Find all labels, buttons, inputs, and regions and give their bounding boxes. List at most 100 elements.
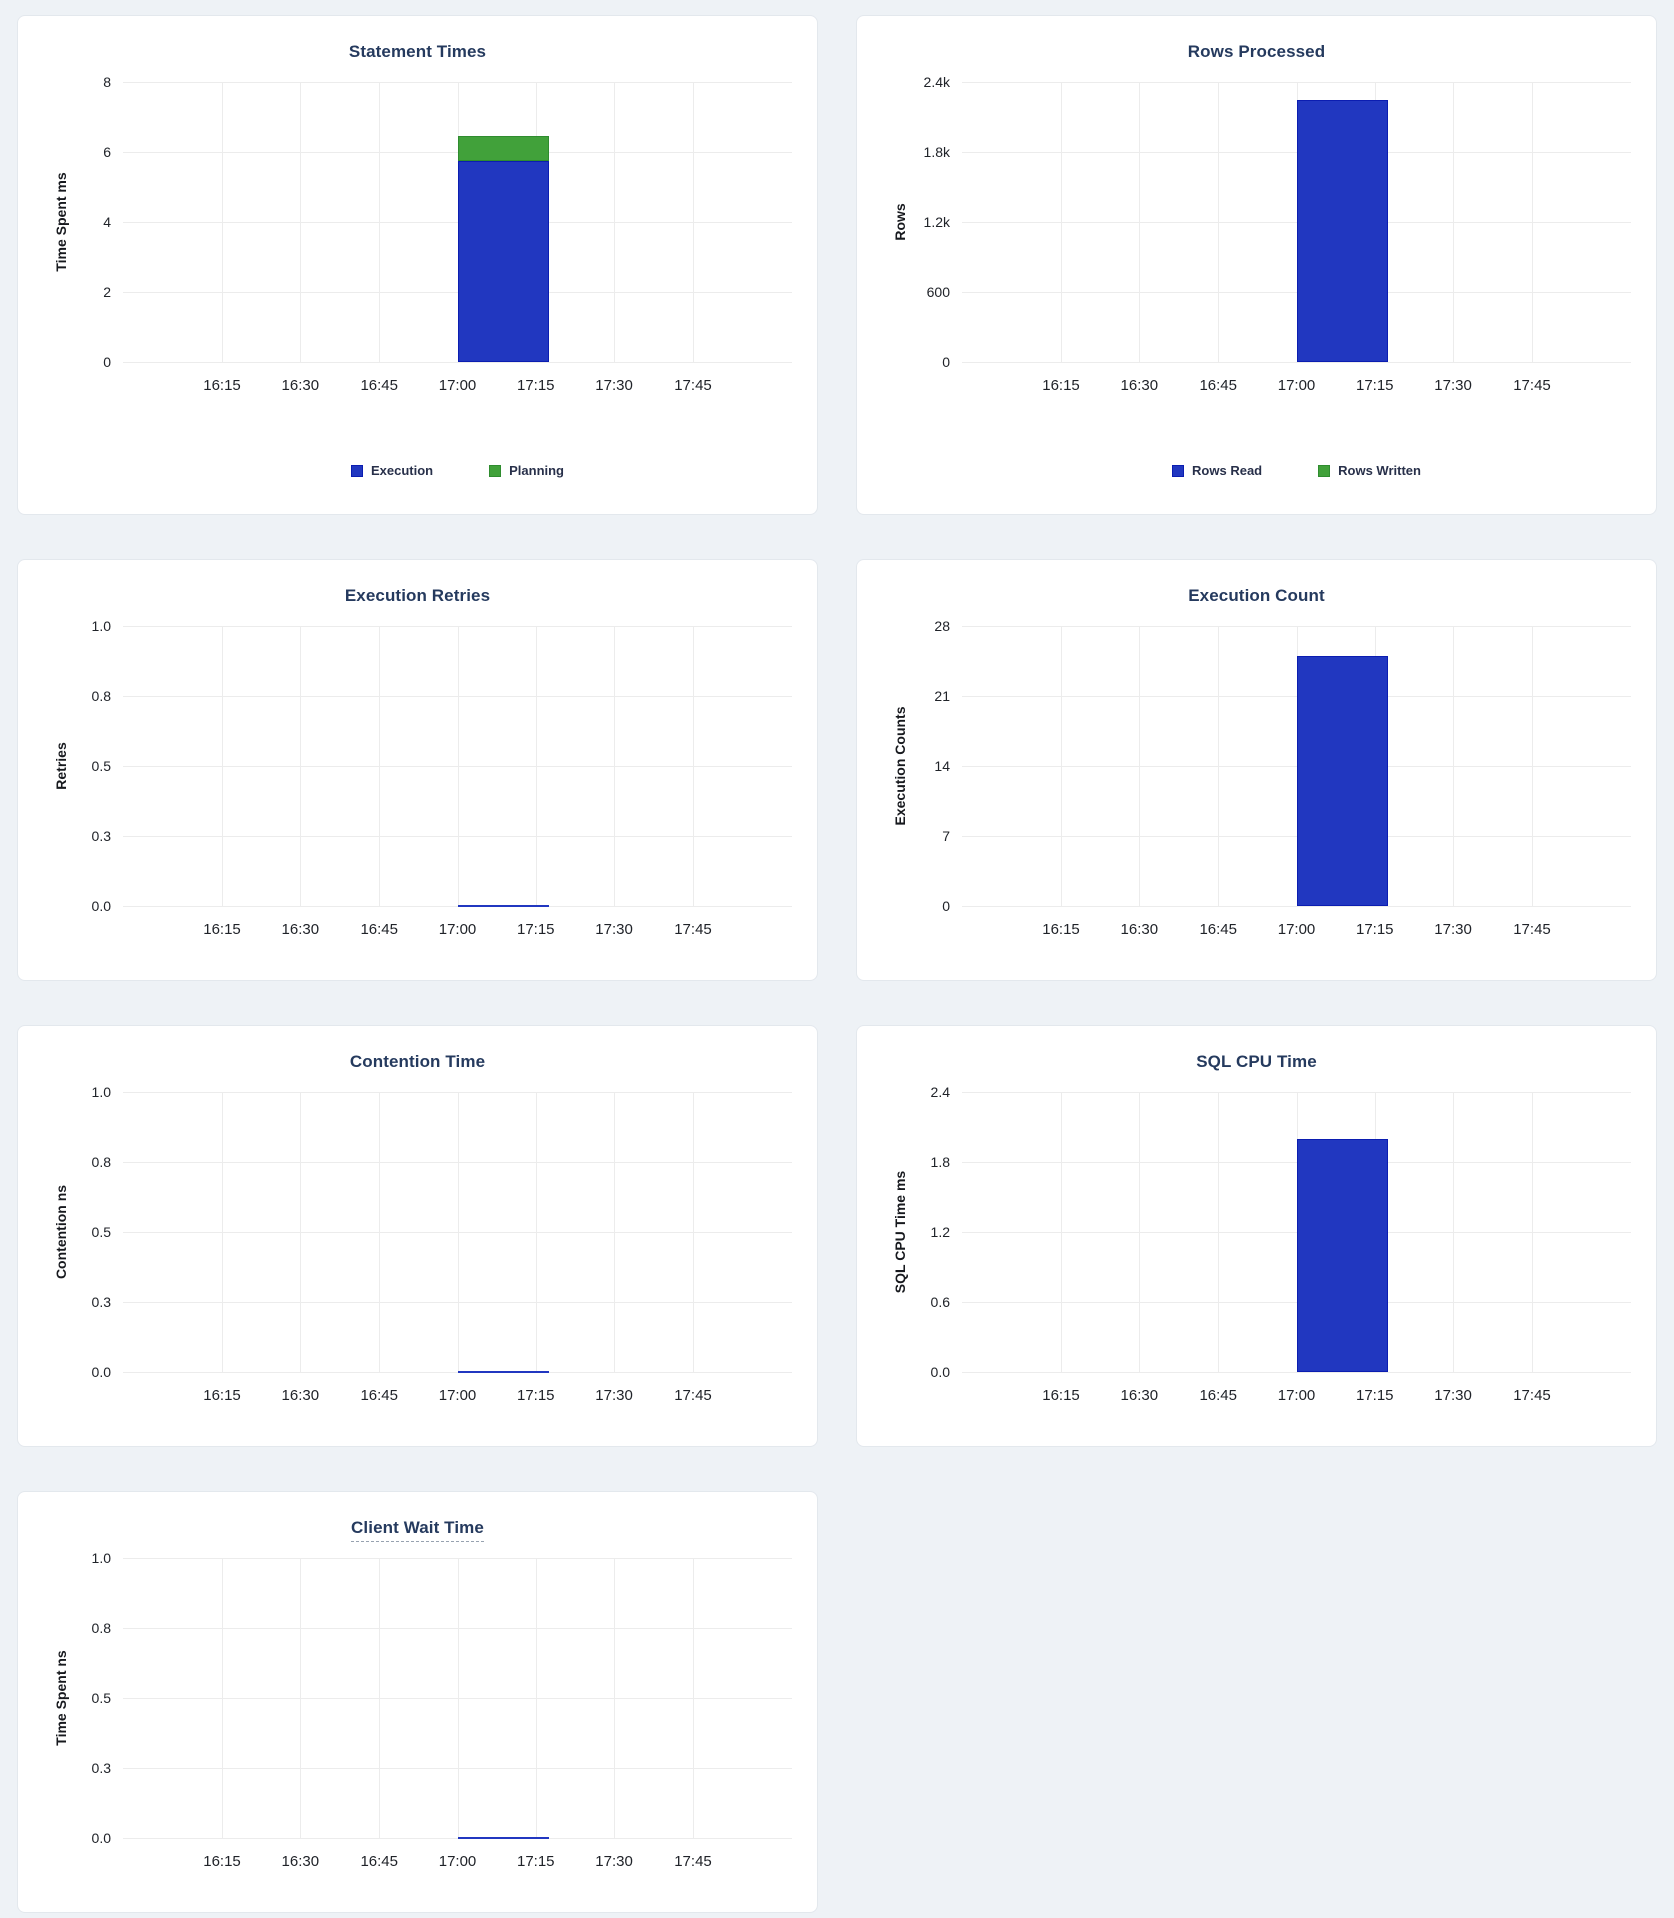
- gridline-vertical: [535, 1558, 537, 1838]
- gridline-vertical: [1061, 1092, 1062, 1372]
- y-axis-tick-label: 0.8: [91, 688, 111, 704]
- gridline-vertical: [1453, 1092, 1455, 1372]
- chart-card-client-wait-time: Client Wait Time Time Spent ns 1.0 0.8 0.5…: [17, 1491, 818, 1913]
- gridline-vertical: [1218, 82, 1220, 362]
- y-axis-tick-label: 0.6: [930, 1294, 950, 1310]
- zero-value-line-retries: [457, 905, 550, 907]
- y-axis-tick-label: 0.3: [91, 828, 111, 844]
- chart-title: Statement Times: [18, 42, 817, 62]
- x-axis-tick-label: 16:45: [360, 921, 398, 938]
- gridline-vertical: [1139, 1092, 1141, 1372]
- x-axis-tick-label: 17:00: [438, 377, 477, 394]
- x-axis-tick-label: 16:15: [203, 1853, 241, 1870]
- gridline-vertical: [300, 626, 302, 906]
- y-axis-tick-label: 7: [942, 828, 950, 844]
- legend-item-rows-read[interactable]: Rows Read: [1172, 463, 1262, 478]
- chart-card-contention-time: Contention Time Contention ns 1.0 0.8 0.5 0…: [17, 1025, 818, 1447]
- chart-card-execution-retries: Execution Retries Retries 1.0 0.8 0.5 0.3 0.…: [17, 559, 818, 981]
- x-axis-tick-label: 16:30: [281, 921, 320, 938]
- x-axis-tick-label: 17:30: [1434, 921, 1472, 938]
- x-axis-tick-label: 17:45: [674, 921, 712, 938]
- x-axis-tick-label: 17:30: [1434, 1387, 1472, 1404]
- chart-title: Rows Processed: [857, 42, 1656, 62]
- x-axis-tick-label: 16:45: [1199, 1387, 1237, 1404]
- x-axis-ticks: 16:15 16:30 16:45 17:00 17:15 17:30 17:45: [962, 1387, 1631, 1407]
- x-axis-tick-label: 16:45: [1199, 377, 1237, 394]
- x-axis-tick-label: 16:15: [203, 921, 241, 938]
- bar-segment-execution-count: [1296, 656, 1389, 906]
- x-axis-tick-label: 17:45: [674, 1853, 712, 1870]
- x-axis-tick-label: 16:45: [360, 1853, 398, 1870]
- gridline-vertical: [535, 1092, 537, 1372]
- plot-area: [123, 1092, 792, 1373]
- legend-item-planning[interactable]: Planning: [489, 463, 564, 478]
- y-axis-tick-label: 1.8k: [923, 144, 950, 160]
- gridline-vertical: [379, 1092, 381, 1372]
- y-axis-tick-label: 0: [942, 898, 950, 914]
- x-axis-tick-label: 17:30: [595, 921, 633, 938]
- y-axis-tick-label: 1.8: [930, 1154, 950, 1170]
- legend-swatch-icon: [1172, 464, 1185, 477]
- y-axis-tick-label: 600: [926, 284, 950, 300]
- gridline-vertical: [1531, 626, 1533, 906]
- x-axis-tick-label: 16:30: [1120, 921, 1159, 938]
- x-axis-tick-label: 17:00: [1277, 921, 1316, 938]
- plot-area: [123, 82, 792, 363]
- x-axis-tick-label: 17:30: [595, 1853, 633, 1870]
- x-axis-tick-label: 16:15: [203, 377, 241, 394]
- chart-title-text: Rows Processed: [1187, 42, 1326, 61]
- gridline-vertical: [535, 626, 537, 906]
- legend-label: Rows Read: [1192, 463, 1263, 478]
- y-axis-ticks: 2.4k 1.8k 1.2k 600 0: [857, 74, 950, 370]
- gridline-vertical: [1218, 1092, 1220, 1372]
- y-axis-tick-label: 0.8: [91, 1154, 111, 1170]
- gridline-vertical: [300, 1092, 302, 1372]
- chart-legend: Rows Read Rows Written: [962, 463, 1631, 478]
- gridline-vertical: [300, 82, 302, 362]
- x-axis-tick-label: 16:45: [360, 377, 398, 394]
- chart-title-text[interactable]: Client Wait Time: [351, 1518, 484, 1542]
- x-axis-ticks: 16:15 16:30 16:45 17:00 17:15 17:30 17:45: [962, 921, 1631, 941]
- bar-group: [1296, 82, 1389, 362]
- plot-area: [962, 1092, 1631, 1373]
- gridline-horizontal: [962, 1372, 1631, 1373]
- gridline-vertical: [1531, 82, 1533, 362]
- x-axis-tick-label: 17:00: [438, 921, 477, 938]
- chart-title-text: Contention Time: [349, 1052, 486, 1071]
- bar-segment-sql-cpu-time: [1296, 1138, 1389, 1372]
- gridline-vertical: [614, 82, 616, 362]
- bar-segment-execution: [457, 160, 550, 362]
- chart-title: Contention Time: [18, 1052, 817, 1072]
- chart-title-text: SQL CPU Time: [1196, 1052, 1317, 1071]
- x-axis-tick-label: 17:00: [438, 1387, 477, 1404]
- x-axis-tick-label: 16:30: [281, 1853, 320, 1870]
- legend-item-execution[interactable]: Execution: [350, 463, 433, 478]
- bar-group: [457, 82, 550, 362]
- legend-item-rows-written[interactable]: Rows Written: [1318, 463, 1421, 478]
- gridline-vertical: [692, 626, 694, 906]
- y-axis-tick-label: 0.3: [91, 1760, 111, 1776]
- x-axis-tick-label: 17:15: [1355, 377, 1394, 394]
- y-axis-tick-label: 1.0: [91, 618, 111, 634]
- y-axis-tick-label: 1.2: [930, 1224, 950, 1240]
- gridline-vertical: [614, 1092, 616, 1372]
- bar-group: [1296, 626, 1389, 906]
- chart-card-rows-processed: Rows Processed Rows 2.4k 1.8k 1.2k 600 0 16:…: [856, 15, 1657, 515]
- x-axis-ticks: 16:15 16:30 16:45 17:00 17:15 17:30 17:45: [123, 1387, 792, 1407]
- y-axis-tick-label: 0.0: [91, 1364, 111, 1380]
- zero-value-line-client-wait-time: [457, 1837, 550, 1839]
- x-axis-tick-label: 17:45: [674, 377, 712, 394]
- x-axis-tick-label: 16:15: [1042, 921, 1080, 938]
- gridline-vertical: [1139, 626, 1141, 906]
- gridline-vertical: [379, 626, 381, 906]
- x-axis-ticks: 16:15 16:30 16:45 17:00 17:15 17:30 17:45: [123, 921, 792, 941]
- y-axis-tick-label: 8: [103, 74, 111, 90]
- plot-area: [123, 626, 792, 907]
- gridline-vertical: [692, 1558, 694, 1838]
- gridline-vertical: [1218, 626, 1220, 906]
- x-axis-tick-label: 17:00: [1277, 377, 1316, 394]
- x-axis-tick-label: 17:15: [516, 1853, 555, 1870]
- gridline-vertical: [457, 1092, 459, 1372]
- chart-title-text: Execution Retries: [344, 586, 491, 605]
